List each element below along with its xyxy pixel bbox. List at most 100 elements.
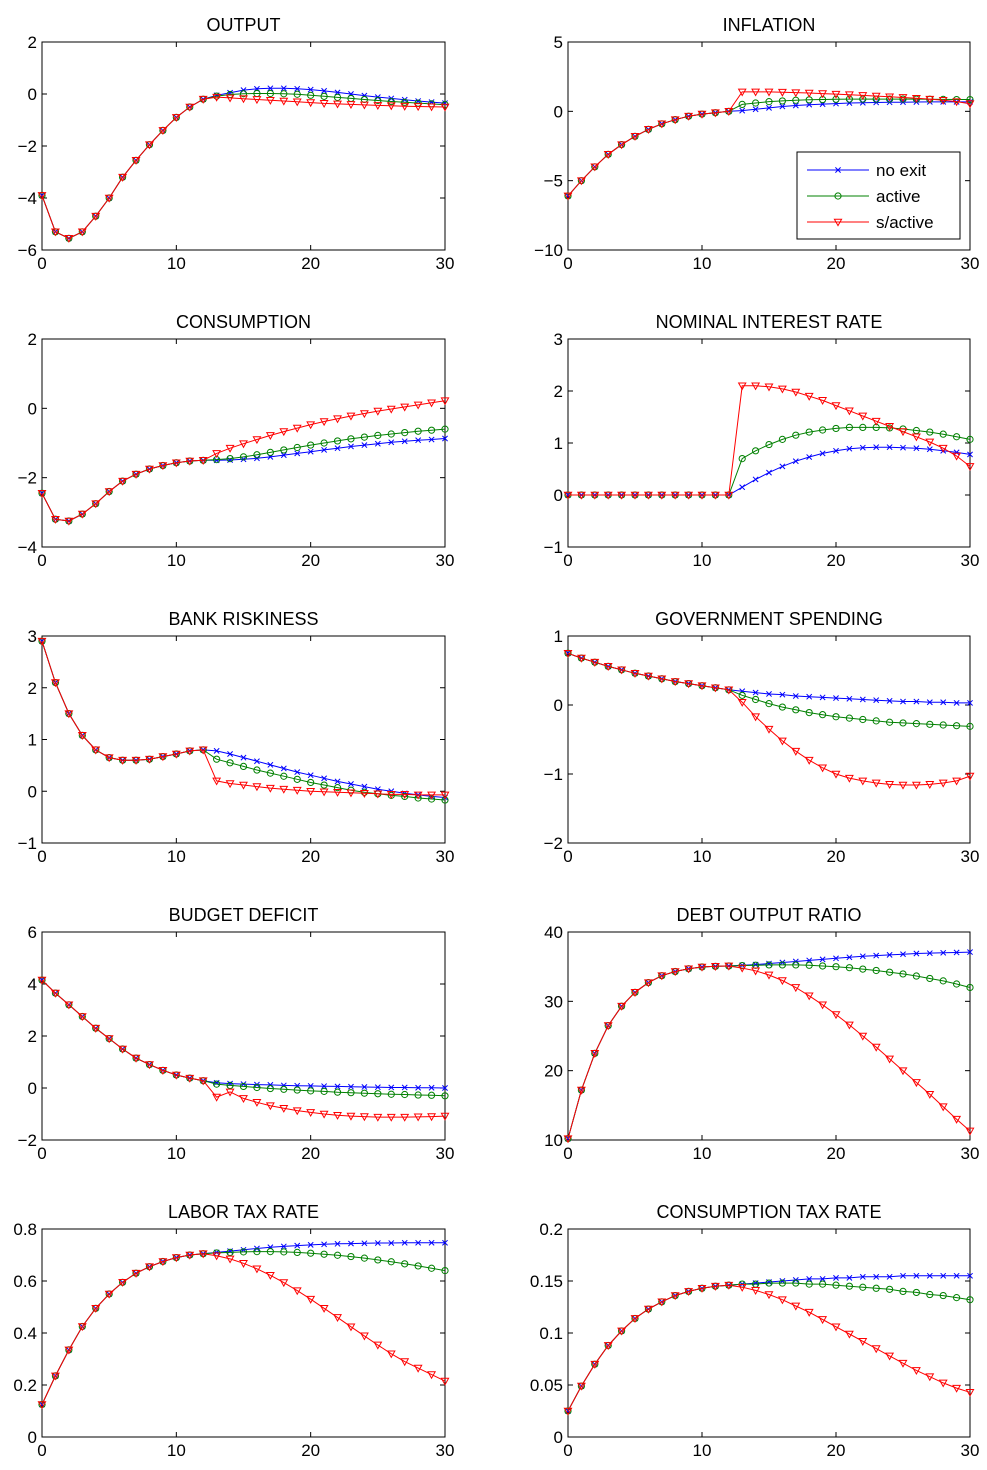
data-point-sactive [239,1260,248,1268]
data-point-active [347,1252,355,1261]
data-point-active [266,1248,274,1256]
data-point-sactive [37,637,47,646]
data-point-sactive [697,682,707,691]
data-point-sactive [630,989,640,997]
data-point-sactive [265,96,275,105]
data-point-sactive [413,1113,423,1122]
data-point-sactive [952,98,962,107]
data-point-sactive [643,491,653,500]
data-point-noexit [846,1274,853,1281]
data-point-noexit [240,87,247,94]
data-point-sactive [252,1265,262,1274]
data-point-noexit [819,956,826,963]
y-tick-label: 0 [28,1428,37,1447]
data-point-sactive [670,1292,680,1301]
data-point-active [401,429,409,437]
data-point-active [266,1084,274,1093]
data-point-active [253,766,261,774]
data-point-noexit [900,444,906,451]
data-point-sactive [306,1295,316,1304]
data-point-noexit [321,87,328,94]
data-point-active [401,1260,409,1268]
data-point-sactive [791,388,801,397]
data-point-active [293,775,301,783]
plot-area [41,635,446,844]
data-point-active [912,720,921,728]
data-point-sactive [697,1284,707,1293]
data-point-sactive [225,444,235,453]
data-point-noexit [913,445,920,452]
data-point-sactive [617,1002,627,1011]
data-point-sactive [617,666,627,675]
data-point-active [966,722,974,730]
data-point-active [333,93,342,101]
data-point-sactive [858,1338,868,1346]
data-point-noexit [280,1243,287,1250]
data-point-active [939,977,947,985]
data-point-sactive [885,1352,895,1361]
data-point-noexit [348,1240,354,1247]
x-tick-label: 20 [827,1441,846,1460]
data-point-sactive [710,963,720,971]
y-tick-label: 0.1 [539,1324,563,1343]
data-point-active [427,1264,436,1272]
data-point-sactive [858,412,868,421]
y-tick-label: 0.2 [539,1220,563,1239]
data-point-sactive [617,141,627,150]
data-point-sactive [871,92,881,101]
data-point-sactive [198,1250,208,1259]
data-point-sactive [938,444,948,453]
data-point-active [401,1090,409,1099]
data-point-sactive [844,1021,854,1030]
data-point-sactive [306,787,316,796]
data-point-noexit [886,951,893,958]
data-point-sactive [91,212,101,221]
data-point-sactive [64,517,74,526]
data-point-sactive [871,417,881,426]
data-point-active [320,1087,328,1095]
y-tick-label: 0 [28,782,37,801]
y-tick-label: −2 [18,469,37,488]
data-point-sactive [239,781,248,790]
data-point-noexit [374,1240,381,1246]
data-point-sactive [118,477,128,486]
data-point-active [912,972,921,980]
y-tick-label: 6 [28,923,37,942]
data-point-active [778,435,787,443]
data-point-active [926,974,934,983]
y-tick-label: 2 [28,33,37,52]
data-point-noexit [940,1272,947,1279]
legend: no exit active s/active [796,151,961,240]
data-point-sactive [724,108,734,116]
x-tick-label: 30 [436,254,455,273]
y-tick-label: 0 [554,486,563,505]
data-point-sactive [791,984,801,993]
data-point-sactive [212,93,222,102]
data-point-sactive [670,968,680,977]
x-tick-label: 30 [961,254,980,273]
data-point-sactive [590,163,600,172]
data-point-sactive [603,663,613,671]
data-point-sactive [831,90,841,99]
data-point-sactive [346,789,356,798]
data-point-sactive [91,1305,101,1313]
data-point-sactive [630,1315,640,1324]
data-point-sactive [657,675,667,684]
data-point-sactive [737,964,747,973]
y-tick-label: 0.15 [530,1272,563,1291]
y-tick-label: 0.2 [13,1376,37,1395]
data-point-active [832,1281,840,1289]
data-point-sactive [938,1103,948,1112]
data-point-active [832,95,840,103]
x-tick-label: 0 [37,847,46,866]
data-point-sactive [50,228,60,237]
data-point-sactive [400,1113,410,1122]
data-point-sactive [617,1327,627,1336]
data-point-active [845,95,854,103]
data-point-sactive [306,421,316,430]
data-point-active [401,98,409,106]
data-point-noexit [833,955,839,962]
data-point-sactive [563,491,573,500]
data-point-noexit [940,699,947,706]
chart-title: BUDGET DEFICIT [169,905,319,925]
